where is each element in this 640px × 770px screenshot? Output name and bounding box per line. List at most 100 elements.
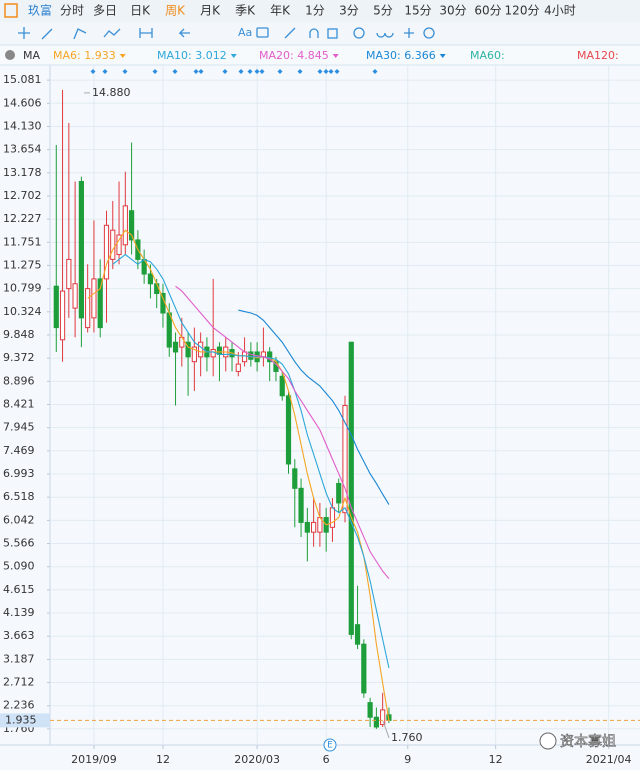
y-tick-label: 2.712: [3, 676, 35, 689]
candle-body: [235, 363, 241, 372]
event-marker: [172, 69, 178, 74]
candle-body: [241, 351, 248, 363]
tool-wave[interactable]: [103, 28, 121, 38]
candle-body: [285, 395, 292, 465]
ma-line: [238, 309, 390, 505]
event-marker: [317, 69, 323, 74]
legend-caret: [119, 54, 126, 58]
y-tick-label: 10.324: [3, 305, 42, 318]
candle-body: [342, 405, 348, 514]
legend-entry: MA60:: [470, 49, 505, 62]
tool-pen[interactable]: [284, 27, 296, 39]
drawing-toolbar: [0, 22, 640, 45]
candle-body: [72, 283, 78, 309]
candle-body: [166, 312, 172, 348]
period-tab[interactable]: 月K: [200, 4, 221, 18]
period-tab[interactable]: 季K: [235, 4, 256, 18]
tool-magnet[interactable]: [309, 28, 319, 38]
candle-body: [198, 341, 204, 358]
period-tab[interactable]: 120分: [505, 4, 540, 18]
x-tick-label: 12: [489, 753, 503, 766]
tool-cursor[interactable]: [18, 27, 30, 39]
tool-text[interactable]: Aa: [238, 26, 252, 39]
event-marker: [334, 69, 340, 74]
period-tab[interactable]: 4小时: [544, 4, 576, 18]
legend-entry: MA30: 6.366: [366, 49, 436, 62]
indicator-name[interactable]: MA: [23, 49, 40, 62]
y-tick-label: 13.654: [3, 143, 42, 156]
legend-entry: MA10: 3.012: [157, 49, 227, 62]
tool-lock[interactable]: [327, 28, 338, 39]
tool-channel[interactable]: [73, 28, 87, 40]
event-marker: [90, 69, 96, 74]
period-toolbar: [0, 0, 640, 22]
period-tab[interactable]: 1分: [305, 4, 325, 18]
period-tab[interactable]: 3分: [339, 4, 359, 18]
current-price-label: 1.935: [5, 713, 37, 726]
candle-body: [292, 468, 298, 489]
candle-body: [185, 341, 191, 358]
event-marker: [254, 69, 260, 74]
candle-body: [329, 507, 336, 528]
legend-entry: MA120:: [577, 49, 619, 62]
candle-body: [147, 273, 154, 285]
tool-measure[interactable]: [139, 28, 153, 38]
y-tick-label: 4.615: [3, 583, 35, 596]
period-tab[interactable]: 15分: [404, 4, 431, 18]
candle-body: [78, 180, 84, 319]
candle-body: [279, 375, 285, 397]
x-tick-label: 12: [156, 753, 170, 766]
candle-body: [191, 346, 197, 363]
event-marker: [297, 69, 303, 74]
period-tab[interactable]: 玖富: [28, 3, 52, 18]
tool-note[interactable]: [256, 27, 269, 38]
y-tick-label: 7.469: [3, 444, 35, 457]
candle-body: [97, 278, 103, 329]
event-marker: [193, 69, 199, 74]
candle-body: [91, 278, 97, 319]
legend-entry: MA6: 1.933: [53, 49, 116, 62]
candle-body: [267, 351, 273, 363]
period-tab[interactable]: 多日: [93, 4, 117, 18]
event-marker: [198, 69, 204, 74]
period-tab[interactable]: 60分: [474, 4, 501, 18]
y-tick-label: 8.896: [3, 374, 35, 387]
stock-icon: [4, 3, 18, 18]
tool-settings[interactable]: [423, 27, 435, 39]
candle-body: [172, 341, 179, 353]
y-tick-label: 14.130: [3, 119, 42, 132]
y-tick-label: 9.372: [3, 351, 35, 364]
y-tick-label: 2.236: [3, 699, 35, 712]
candle-body: [116, 234, 122, 256]
y-tick-label: 15.081: [3, 73, 42, 86]
event-e-label: E: [327, 741, 333, 751]
candle-body: [304, 521, 310, 533]
candle-body: [348, 341, 354, 635]
y-tick-label: 12.227: [3, 212, 42, 225]
y-tick-label: 4.139: [3, 606, 35, 619]
y-tick-label: 6.993: [3, 467, 35, 480]
indicator-bar: [0, 45, 640, 65]
x-tick-label: 9: [404, 753, 411, 766]
x-tick-label: 2020/03: [234, 753, 280, 766]
current-price-box: [0, 713, 50, 728]
tool-link[interactable]: [376, 32, 394, 38]
period-tab[interactable]: 年K: [270, 4, 291, 18]
period-tab[interactable]: 分时: [60, 4, 84, 18]
tool-back[interactable]: [178, 28, 190, 38]
tool-copy[interactable]: [404, 28, 414, 38]
tool-line[interactable]: [41, 28, 53, 40]
annotation: 14.880: [92, 86, 131, 99]
legend-caret: [439, 54, 446, 58]
period-tab[interactable]: 周K: [165, 4, 186, 18]
y-tick-label: 14.606: [3, 96, 42, 109]
y-tick-label: 3.663: [3, 629, 35, 642]
event-marker: [238, 69, 244, 74]
tool-hide[interactable]: [353, 27, 365, 39]
ma-line: [112, 253, 390, 669]
period-tab[interactable]: 30分: [439, 4, 466, 18]
collapse-icon[interactable]: [5, 50, 15, 60]
period-tab[interactable]: 日K: [130, 4, 151, 18]
period-tab[interactable]: 5分: [373, 4, 393, 18]
candle-body: [154, 283, 160, 295]
